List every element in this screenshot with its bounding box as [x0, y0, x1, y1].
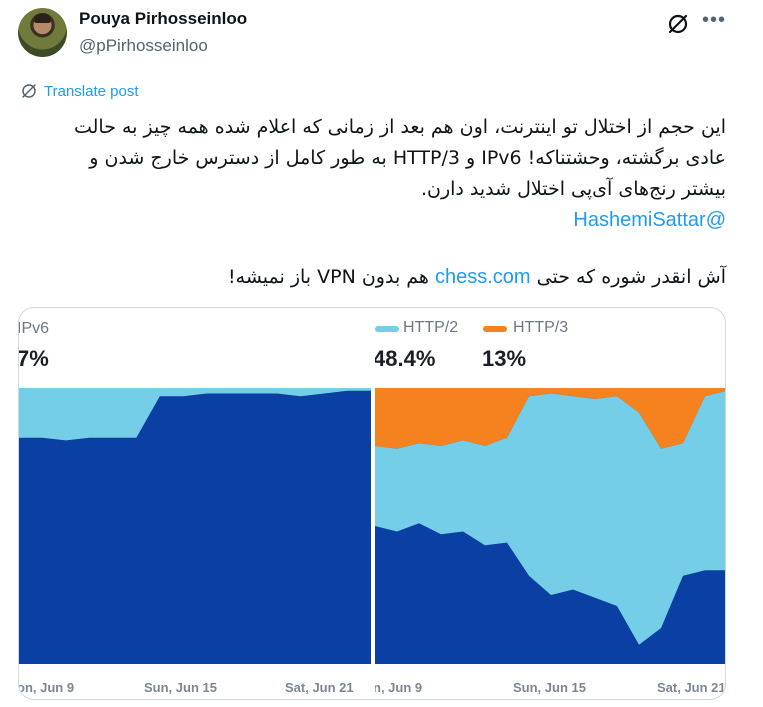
legend-swatch-http3	[483, 326, 507, 332]
http-chart: HTTP/2 HTTP/3 48.4% 13% n, Jun 9 Sun, Ju…	[375, 308, 726, 699]
avatar[interactable]	[18, 8, 67, 57]
ipv6-area-plot	[19, 388, 371, 664]
tweet-line-4-after: هم بدون VPN باز نمیشه!	[228, 266, 435, 288]
author-handle[interactable]: @pPirhosseinloo	[79, 36, 208, 55]
tweet-line-1: این حجم از اختلال تو اینترنت، اون هم بعد…	[73, 116, 726, 138]
translate-post-label: Translate post	[44, 82, 139, 100]
legend-http3: HTTP/3	[513, 319, 569, 336]
headline-http2: 48.4%	[375, 346, 436, 371]
translate-post-link[interactable]: Translate post	[20, 82, 139, 100]
media-image[interactable]: IPv6 7% on, Jun 9 Sun, Jun 15 Sat, Jun 2…	[18, 307, 726, 700]
legend-ipv6: IPv6	[19, 320, 50, 337]
area-series-http3	[375, 388, 725, 449]
legend-http2: HTTP/2	[403, 319, 459, 336]
tweet-line-4-before: آش انقدر شوره که حتی	[530, 266, 726, 288]
x-tick-jun9: n, Jun 9	[375, 680, 423, 695]
x-tick-jun15: Sun, Jun 15	[144, 680, 217, 695]
x-tick-jun21: Sat, Jun 21	[285, 680, 354, 695]
author-name[interactable]: Pouya Pirhosseinloo	[79, 9, 248, 28]
http-area-plot	[375, 388, 725, 664]
chess-link[interactable]: chess.com	[434, 266, 531, 288]
x-tick-jun21: Sat, Jun 21	[657, 680, 726, 695]
headline-http3: 13%	[482, 346, 527, 371]
tweet-line-2: عادی برگشته، وحشتناکه! IPv6 و HTTP/3 به …	[89, 147, 726, 169]
tweet-line-4: آش انقدر شوره که حتی chess.com هم بدون V…	[228, 262, 726, 293]
translate-globe-icon	[22, 84, 36, 98]
more-horizontal-icon[interactable]: •••	[701, 9, 726, 31]
mention-link[interactable]: @HashemiSattar	[573, 209, 726, 231]
tweet-line-3: بیشتر رنج‌های آی‌پی اختلال شدید دارن.	[420, 178, 726, 200]
x-tick-jun9: on, Jun 9	[19, 680, 75, 695]
panel-divider	[371, 308, 375, 699]
ipv6-chart: IPv6 7% on, Jun 9 Sun, Jun 15 Sat, Jun 2…	[19, 308, 371, 699]
grok-icon[interactable]	[666, 12, 690, 36]
area-series-http2	[375, 391, 725, 645]
tweet-text: این حجم از اختلال تو اینترنت، اون هم بعد…	[36, 112, 726, 236]
area-series-ipv6	[19, 388, 371, 441]
legend-swatch-http2	[375, 326, 399, 332]
headline-ipv6: 7%	[19, 346, 49, 371]
x-tick-jun15: Sun, Jun 15	[513, 680, 586, 695]
